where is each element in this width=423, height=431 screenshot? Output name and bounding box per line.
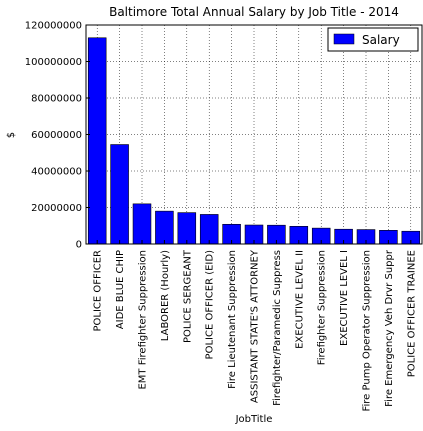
x-tick-label: Firefighter/Paramedic Suppress	[272, 250, 283, 406]
legend-swatch	[333, 33, 355, 45]
x-tick-label: Fire Lieutenant Suppression	[227, 250, 238, 389]
x-tick-label: POLICE SERGEANT	[182, 249, 193, 343]
x-tick-label: Fire Pump Operator Suppression	[362, 250, 373, 412]
x-tick-label: LABORER (Hourly)	[160, 250, 171, 341]
y-tick-label: 60000000	[31, 130, 82, 141]
bar	[155, 210, 174, 245]
y-tick-label: 80000000	[31, 94, 82, 105]
x-tick-label: Firefighter Suppression	[317, 250, 328, 365]
chart-title: Baltimore Total Annual Salary by Job Tit…	[109, 5, 399, 19]
x-tick-label: POLICE OFFICER (EID)	[205, 250, 216, 360]
grid	[86, 25, 422, 244]
bar	[199, 214, 219, 245]
bar	[87, 37, 107, 245]
x-tick-label: POLICE OFFICER TRAINEE	[406, 250, 417, 377]
x-tick-label: AIDE BLUE CHIP	[115, 250, 126, 329]
bars	[87, 37, 421, 245]
x-tick-label: POLICE OFFICER	[93, 250, 104, 332]
y-tick-label: 0	[76, 240, 82, 251]
y-tick-label: 20000000	[31, 203, 82, 214]
x-tick-label: Fire Emergency Veh Drvr Suppr	[384, 249, 395, 407]
x-tick-label: EXECUTIVE LEVEL II	[294, 250, 305, 349]
bar	[132, 203, 152, 245]
x-tick-label: EMT Firefighter Suppression	[138, 250, 149, 390]
y-tick-label: 40000000	[31, 167, 82, 178]
y-tick-label: 100000000	[25, 57, 82, 68]
legend-label-salary: Salary	[362, 33, 400, 47]
legend: Salary	[327, 27, 419, 52]
bar	[110, 144, 129, 245]
y-tick-label: 120000000	[25, 21, 82, 32]
y-ticks: 0 20000000 40000000 60000000 80000000 1000000…	[25, 21, 90, 251]
y-axis-label: $	[6, 132, 17, 138]
bar	[177, 212, 197, 245]
x-tick-label: ASSISTANT STATE'S ATTORNEY	[250, 249, 261, 403]
x-axis-label: JobTitle	[235, 414, 273, 425]
x-tick-label: EXECUTIVE LEVEL I	[339, 250, 350, 346]
x-ticks: POLICE OFFICER AIDE BLUE CHIP EMT Firefigh…	[93, 240, 417, 412]
